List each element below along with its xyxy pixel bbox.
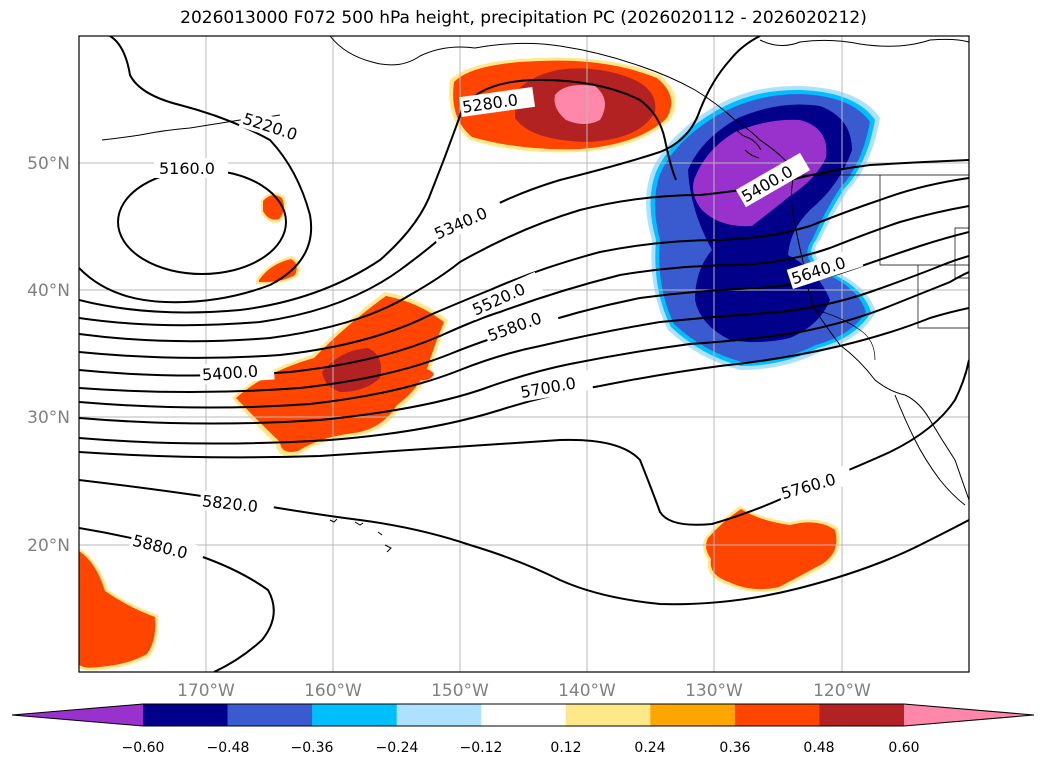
colorbar-outline xyxy=(11,703,1035,727)
contour-5280 xyxy=(79,78,677,314)
colorbar-segment xyxy=(312,704,398,726)
positive-anomaly-southwest xyxy=(79,548,159,671)
contour-5580 xyxy=(79,255,969,409)
lon-label-150w: 150°W xyxy=(431,681,489,701)
colorbar-segment xyxy=(396,704,482,726)
colorbar-tick: 0.24 xyxy=(634,740,665,756)
lon-label-170w: 170°W xyxy=(177,681,235,701)
latitude-labels: 50°N 40°N 30°N 20°N xyxy=(27,154,70,556)
colorbar-segment xyxy=(650,704,736,726)
colorbar-tick-labels: −0.60 −0.48 −0.36 −0.24 −0.12 0.12 0.24 … xyxy=(122,740,920,756)
lat-label-20n: 20°N xyxy=(27,536,70,556)
colorbar-segment xyxy=(565,704,651,726)
colorbar-tick: −0.24 xyxy=(376,740,419,756)
gridlines xyxy=(79,36,969,672)
lat-label-40n: 40°N xyxy=(27,281,70,301)
contour-5640 xyxy=(79,271,969,425)
colorbar xyxy=(11,703,1035,727)
contour-5340-a xyxy=(79,36,761,327)
colorbar-tick: 0.12 xyxy=(550,740,581,756)
lon-label-130w: 130°W xyxy=(685,681,743,701)
contour-5220 xyxy=(79,36,313,304)
negative-anomaly-northeast-pacific xyxy=(646,85,880,370)
contour-5700 xyxy=(79,307,969,445)
map-frame xyxy=(78,35,970,673)
contour-label-5160: 5160.0 xyxy=(159,159,215,178)
positive-anomaly-small-blobs xyxy=(256,192,434,381)
lon-label-140w: 140°W xyxy=(558,681,616,701)
colorbar-segment xyxy=(734,704,820,726)
longitude-labels: 170°W 160°W 150°W 140°W 130°W 120°W xyxy=(177,681,871,701)
borders xyxy=(795,174,969,361)
positive-anomaly-subtropics xyxy=(703,506,840,593)
colorbar-tick: 0.60 xyxy=(888,740,919,756)
lat-label-30n: 30°N xyxy=(27,408,70,428)
contour-label-5400-west: 5400.0 xyxy=(201,362,258,385)
positive-anomaly-alaska-gulf xyxy=(449,57,676,153)
lon-label-120w: 120°W xyxy=(813,681,871,701)
colorbar-tick: −0.12 xyxy=(460,740,503,756)
contour-5460 xyxy=(79,205,969,377)
colorbar-extend-min xyxy=(12,704,143,726)
colorbar-segment xyxy=(481,704,567,726)
contour-5760 xyxy=(79,359,969,526)
colorbar-tick: −0.48 xyxy=(207,740,250,756)
colorbar-tick: −0.60 xyxy=(122,740,165,756)
contour-5400 xyxy=(79,177,969,359)
positive-anomaly-central-pacific xyxy=(232,292,448,457)
colorbar-segment xyxy=(143,704,229,726)
colorbar-tick: −0.36 xyxy=(291,740,334,756)
colorbar-extend-max xyxy=(904,704,1034,726)
contour-5520 xyxy=(79,231,969,393)
contour-5340-b xyxy=(79,159,969,343)
colorbar-tick: 0.48 xyxy=(803,740,834,756)
map-title: 2026013000 F072 500 hPa height, precipit… xyxy=(180,8,867,28)
lat-label-50n: 50°N xyxy=(27,154,70,174)
colorbar-segment xyxy=(819,704,905,726)
colorbar-segment xyxy=(227,704,313,726)
colorbar-tick: 0.36 xyxy=(719,740,750,756)
lon-label-160w: 160°W xyxy=(304,681,362,701)
